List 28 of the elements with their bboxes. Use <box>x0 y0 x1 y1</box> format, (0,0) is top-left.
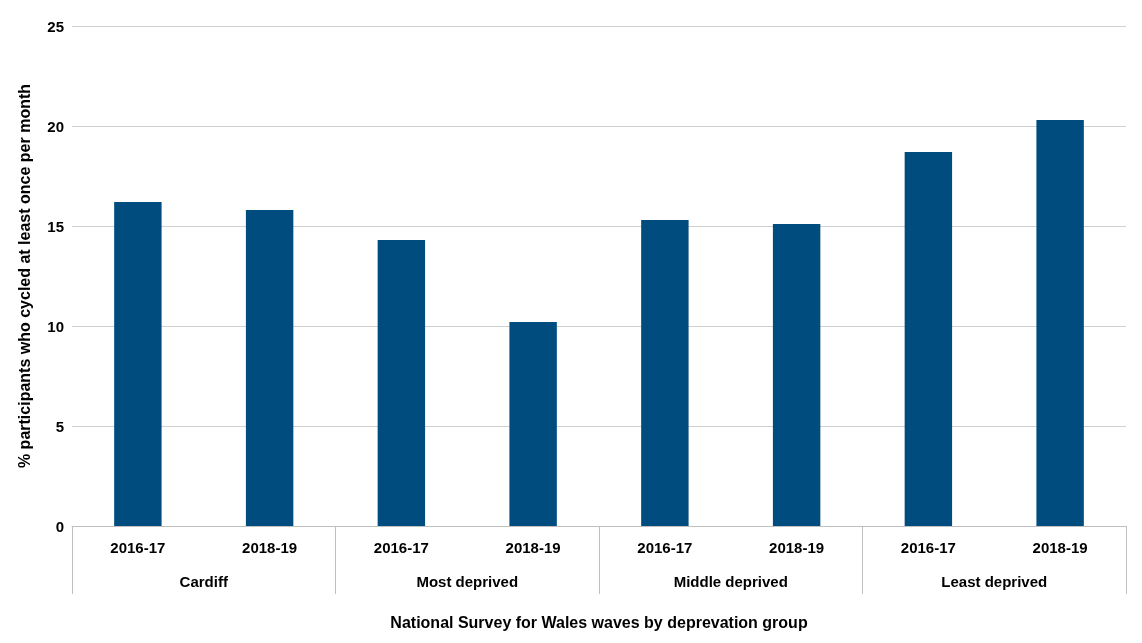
x-tick-label: 2018-19 <box>1032 539 1088 556</box>
y-axis-title: % participants who cycled at least once per month <box>15 83 33 469</box>
x-tick-label: 2016-17 <box>637 539 693 556</box>
x-tick-label: 2018-19 <box>769 539 825 556</box>
bar <box>641 220 689 526</box>
y-tick-label: 15 <box>47 217 64 235</box>
x-axis-title: National Survey for Wales waves by deprevation group <box>390 613 808 631</box>
bar <box>904 152 953 526</box>
y-tick-label: 25 <box>47 17 64 35</box>
bar <box>1036 120 1084 526</box>
x-tick-label: 2016-17 <box>110 539 166 556</box>
text: Least deprived <box>941 573 1048 590</box>
bar <box>114 202 162 526</box>
text: Most deprived <box>416 573 519 590</box>
x-tick-label: 2016-17 <box>900 539 956 556</box>
x-tick-label: 2018-19 <box>505 539 561 556</box>
bar <box>245 210 294 526</box>
y-tick-label: 20 <box>47 117 64 135</box>
bar <box>377 240 426 526</box>
text: Cardiff <box>179 573 229 590</box>
y-tick-label: 0 <box>55 517 64 535</box>
x-tick-label: 2016-17 <box>373 539 429 556</box>
bar <box>772 224 821 526</box>
y-tick-label: 10 <box>47 317 64 335</box>
bar <box>509 322 557 526</box>
y-tick-label: 5 <box>55 417 64 435</box>
x-tick-label: 2018-19 <box>242 539 298 556</box>
text: Middle deprived <box>673 573 788 590</box>
